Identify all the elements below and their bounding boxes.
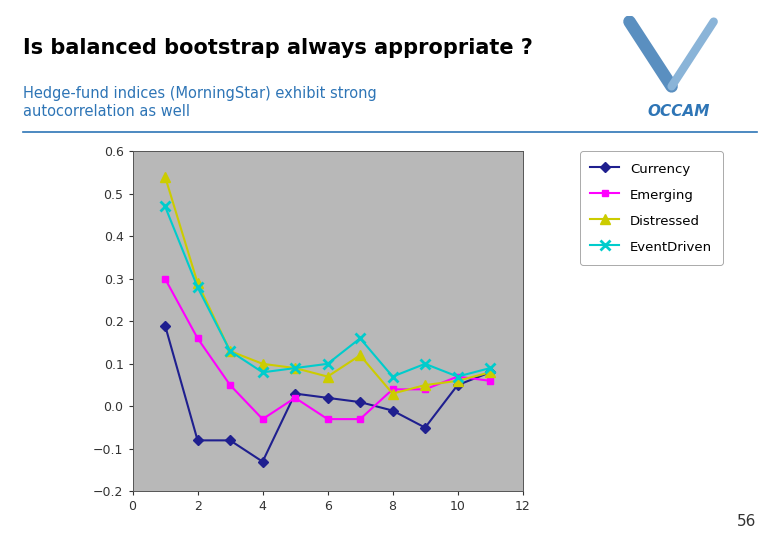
Text: Hedge-fund indices (MorningStar) exhibit strong
autocorrelation as well: Hedge-fund indices (MorningStar) exhibit… (23, 86, 378, 119)
Text: OCCAM: OCCAM (647, 104, 710, 119)
Text: Is balanced bootstrap always appropriate ?: Is balanced bootstrap always appropriate… (23, 38, 534, 58)
Text: 56: 56 (737, 514, 757, 529)
Legend: Currency, Emerging, Distressed, EventDriven: Currency, Emerging, Distressed, EventDri… (580, 151, 723, 265)
